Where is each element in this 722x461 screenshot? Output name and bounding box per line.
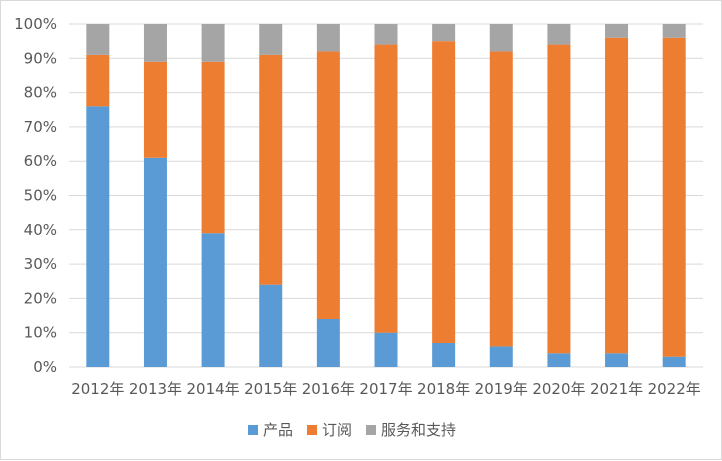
- bar-segment: [489, 24, 513, 52]
- legend-swatch: [307, 425, 317, 435]
- x-tick-label: 2017年: [359, 380, 412, 398]
- bars: [86, 24, 686, 367]
- bar-segment: [432, 41, 456, 343]
- y-tick-label: 20%: [24, 289, 57, 307]
- bar-segment: [662, 24, 686, 38]
- y-tick-label: 30%: [24, 255, 57, 273]
- x-tick-label: 2015年: [244, 380, 297, 398]
- bar-segment: [605, 37, 629, 354]
- bar-segment: [86, 106, 110, 367]
- bar-segment: [259, 284, 283, 367]
- bar-segment: [316, 24, 340, 52]
- bar-segment: [374, 24, 398, 45]
- bar-segment: [489, 51, 513, 347]
- bar-segment: [662, 356, 686, 367]
- bar-segment: [432, 24, 456, 42]
- bar-segment: [547, 353, 571, 367]
- bar-segment: [143, 157, 167, 367]
- bar-segment: [605, 353, 629, 367]
- bar-segment: [316, 318, 340, 367]
- bar-segment: [547, 24, 571, 45]
- y-tick-label: 0%: [33, 358, 57, 376]
- legend: 产品 订阅 服务和支持: [248, 421, 456, 439]
- bar-segment: [86, 24, 110, 55]
- legend-label: 产品: [263, 421, 293, 439]
- bar-segment: [259, 54, 283, 285]
- y-tick-label: 70%: [24, 118, 57, 136]
- x-tick-label: 2020年: [532, 380, 585, 398]
- bar-segment: [316, 51, 340, 319]
- bar-segment: [201, 61, 225, 234]
- bar-segment: [201, 233, 225, 367]
- y-tick-label: 80%: [24, 84, 57, 102]
- bar-segment: [432, 342, 456, 367]
- y-tick-label: 90%: [24, 49, 57, 67]
- bar-segment: [143, 24, 167, 62]
- bar-segment: [547, 44, 571, 354]
- x-tick-label: 2018年: [417, 380, 470, 398]
- bar-segment: [489, 346, 513, 367]
- bar-segment: [86, 54, 110, 107]
- x-tick-label: 2014年: [186, 380, 239, 398]
- y-tick-label: 100%: [14, 15, 57, 33]
- x-tick-label: 2016年: [302, 380, 355, 398]
- bar-segment: [662, 37, 686, 357]
- bar-segment: [201, 24, 225, 62]
- y-tick-label: 40%: [24, 221, 57, 239]
- legend-swatch: [248, 425, 258, 435]
- bar-segment: [605, 24, 629, 38]
- x-tick-label: 2022年: [648, 380, 701, 398]
- x-tick-label: 2012年: [71, 380, 124, 398]
- y-tick-label: 10%: [24, 324, 57, 342]
- x-tick-label: 2013年: [129, 380, 182, 398]
- legend-label: 订阅: [322, 421, 352, 439]
- bar-segment: [374, 44, 398, 333]
- y-axis-ticks: 0% 10% 20% 30% 40% 50% 60% 70% 80% 90% 100%: [14, 15, 57, 376]
- x-axis-ticks: 2012年 2013年 2014年 2015年 2016年 2017年 2018年 2019年…: [71, 380, 701, 398]
- y-tick-label: 50%: [24, 187, 57, 205]
- bar-segment: [143, 61, 167, 158]
- x-tick-label: 2021年: [590, 380, 643, 398]
- x-tick-label: 2019年: [475, 380, 528, 398]
- legend-swatch: [366, 425, 376, 435]
- bar-segment: [259, 24, 283, 55]
- bar-segment: [374, 332, 398, 367]
- y-tick-label: 60%: [24, 152, 57, 170]
- legend-label: 服务和支持: [381, 421, 456, 439]
